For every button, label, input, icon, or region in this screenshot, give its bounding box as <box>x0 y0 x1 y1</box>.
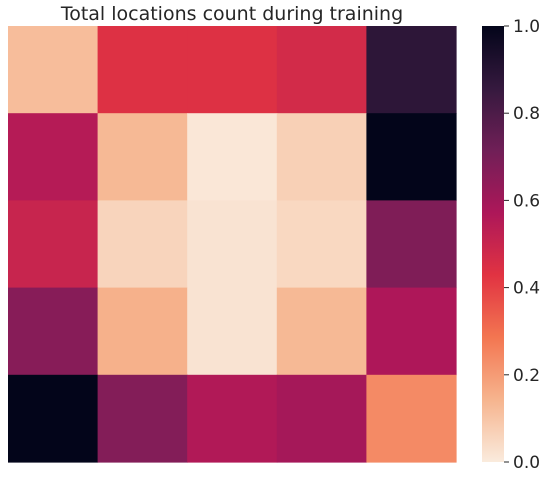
heatmap-cell-r4-c0 <box>8 374 99 463</box>
heatmap-cell-r0-c1 <box>97 26 188 114</box>
colorbar <box>482 26 504 462</box>
colorbar-tick-label: 0.8 <box>513 104 540 124</box>
heatmap-cell-r2-c2 <box>187 200 278 289</box>
heatmap-cell-r0-c4 <box>366 26 457 114</box>
heatmap-cell-r2-c3 <box>276 200 367 289</box>
heatmap-cell-r3-c3 <box>276 287 367 376</box>
heatmap-cell-r4-c4 <box>366 374 457 463</box>
heatmap-cell-r0-c0 <box>8 26 99 114</box>
heatmap-cell-r3-c4 <box>366 287 457 376</box>
heatmap-cell-r2-c4 <box>366 200 457 289</box>
heatmap-cell-r1-c3 <box>276 113 367 201</box>
heatmap-cell-r3-c2 <box>187 287 278 376</box>
heatmap-cell-r4-c1 <box>97 374 188 463</box>
colorbar-ticks: 0.0 0.2 0.4 0.6 0.8 1.0 <box>504 17 540 473</box>
colorbar-tick-label: 0.6 <box>513 191 540 211</box>
chart-title: Total locations count during training <box>60 3 404 25</box>
heatmap-cell-r0-c3 <box>276 26 367 114</box>
heatmap-cell-r1-c0 <box>8 113 99 201</box>
heatmap-cell-r3-c0 <box>8 287 99 376</box>
heatmap-cell-r1-c2 <box>187 113 278 201</box>
colorbar-tick-label: 0.0 <box>513 453 540 473</box>
heatmap-cell-r4-c3 <box>276 374 367 463</box>
colorbar-tick-label: 0.4 <box>513 279 540 299</box>
heatmap-cell-r3-c1 <box>97 287 188 376</box>
heatmap-cell-r4-c2 <box>187 374 278 463</box>
heatmap-cell-r0-c2 <box>187 26 278 114</box>
heatmap-cell-r1-c1 <box>97 113 188 201</box>
colorbar-tick-label: 0.2 <box>513 366 540 386</box>
heatmap-cell-r2-c1 <box>97 200 188 289</box>
heatmap-cell-r1-c4 <box>366 113 457 201</box>
heatmap-cell-r2-c0 <box>8 200 99 289</box>
heatmap-cells <box>8 26 457 463</box>
colorbar-tick-label: 1.0 <box>513 17 540 37</box>
